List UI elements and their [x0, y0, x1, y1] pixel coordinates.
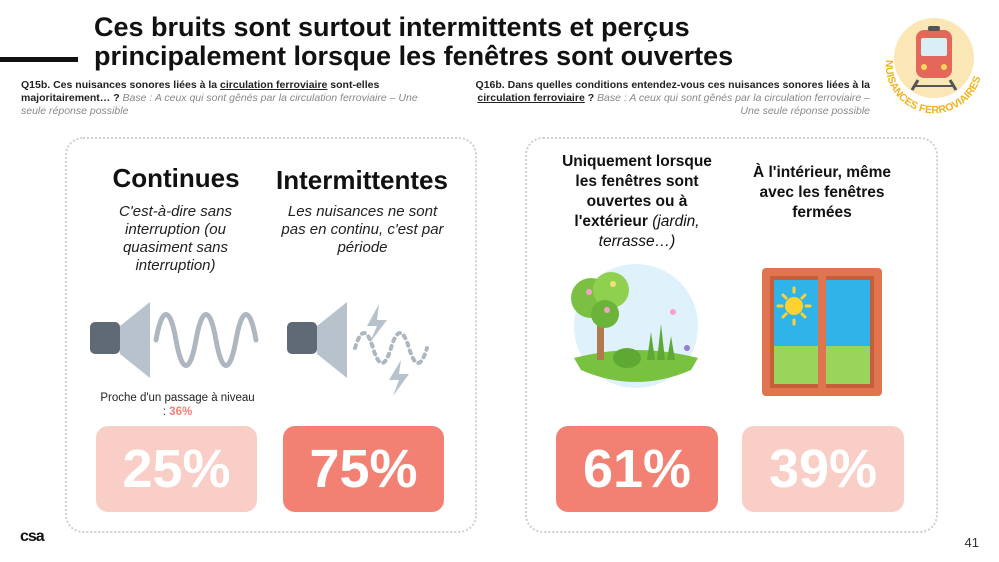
- intermittent-sound-icon: [283, 298, 443, 396]
- closed-window-icon: [762, 268, 882, 396]
- csa-logo: csa: [20, 528, 45, 545]
- page-title: Ces bruits sont surtout intermittents et…: [94, 12, 734, 71]
- continues-percent: 25%: [96, 426, 257, 512]
- continues-title: Continues: [112, 163, 240, 193]
- continues-desc: C'est-à-dire sans interruption (ou quasi…: [119, 203, 232, 274]
- continuous-sound-icon: [86, 298, 262, 384]
- question-right: Q16b. Dans quelles conditions entendez-v…: [475, 79, 870, 117]
- garden-icon: [561, 258, 711, 388]
- closed-windows-title: À l'intérieur, même avec les fenêtres fe…: [752, 164, 892, 221]
- level-crossing-note: Proche d'un passage à niveau : 36%: [100, 392, 255, 418]
- question-left: Q15b. Ces nuisances sonores liées à la c…: [21, 79, 418, 117]
- train-badge-icon: NUISANCES FERROVIAIRES: [878, 10, 990, 120]
- open-windows-percent: 61%: [556, 426, 718, 512]
- open-windows-title: Uniquement lorsque les fenêtres sont ouv…: [562, 153, 712, 250]
- closed-windows-percent: 39%: [742, 426, 904, 512]
- intermittentes-percent: 75%: [283, 426, 444, 512]
- intermittentes-desc: Les nuisances ne sont pas en continu, c'…: [281, 203, 444, 256]
- title-rule: [0, 57, 78, 62]
- page-number: 41: [964, 535, 979, 550]
- intermittentes-title: Intermittentes: [276, 165, 448, 195]
